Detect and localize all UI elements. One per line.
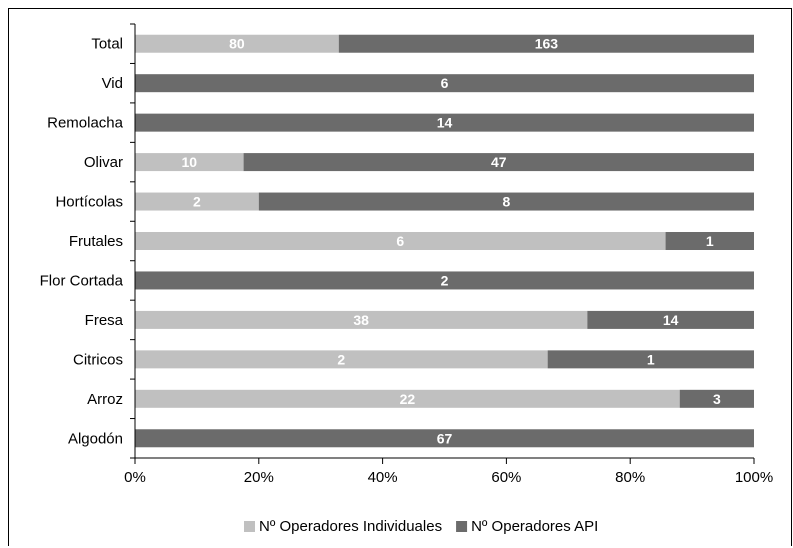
bar-segment [135, 34, 339, 53]
bar-segment [547, 350, 754, 369]
bar-segment [135, 192, 259, 211]
data-label: 22 [400, 391, 416, 407]
category-label: Citricos [73, 351, 123, 368]
bar-segment [135, 232, 666, 250]
legend-label: Nº Operadores API [471, 518, 598, 535]
bar-segment [135, 389, 680, 408]
bar-segment [665, 232, 754, 250]
legend-label: Nº Operadores Individuales [259, 518, 442, 535]
data-label: 10 [182, 154, 198, 170]
data-label: 2 [441, 272, 449, 288]
bar-segment [135, 153, 244, 172]
bar-segment [243, 153, 754, 172]
data-label: 8 [503, 194, 511, 210]
plot-area: 80 163 6 14 10 47 2 8 6 1 2 38 14 2 1 22 3 67 [135, 34, 754, 448]
data-label: 2 [193, 194, 201, 210]
category-label: Frutales [69, 233, 123, 250]
legend: Nº Operadores Individuales Nº Operadores … [244, 518, 598, 535]
bar-segment [135, 429, 754, 448]
data-label: 67 [437, 430, 453, 446]
x-axis: 0% 20% 40% 60% 80% 100% [124, 457, 773, 486]
category-label: Total [91, 36, 123, 53]
data-label: 2 [337, 351, 345, 367]
data-label: 6 [396, 233, 404, 249]
category-label: Vid [102, 75, 123, 92]
bar-segment [587, 310, 754, 329]
data-label: 3 [713, 391, 721, 407]
data-label: 1 [706, 233, 714, 249]
legend-swatch [456, 521, 468, 532]
data-label: 47 [491, 154, 507, 170]
data-label: 14 [437, 115, 453, 131]
bar-segment [135, 310, 588, 329]
data-label: 38 [353, 312, 369, 328]
x-tick-label: 20% [244, 469, 274, 486]
x-tick-label: 60% [491, 469, 521, 486]
category-label: Flor Cortada [40, 272, 124, 289]
category-label: Remolacha [47, 115, 124, 132]
legend-swatch [244, 521, 255, 532]
category-label: Arroz [87, 391, 123, 408]
data-label: 80 [229, 36, 245, 52]
bar-segment [679, 389, 754, 408]
bar-segment [135, 113, 754, 132]
bar-segment [135, 350, 548, 369]
x-tick-label: 40% [368, 469, 398, 486]
x-tick-label: 80% [615, 469, 645, 486]
data-label: 1 [647, 351, 655, 367]
data-label: 163 [535, 36, 559, 52]
data-label: 6 [441, 75, 449, 91]
category-label: Fresa [85, 312, 124, 329]
bar-segment [135, 74, 754, 93]
category-label: Olivar [84, 154, 123, 171]
data-label: 14 [663, 312, 679, 328]
bar-segment [258, 192, 754, 211]
y-axis: Total Vid Remolacha Olivar Hortícolas Frutale… [40, 23, 136, 459]
bar-segment [338, 34, 754, 53]
category-label: Hortícolas [55, 194, 123, 211]
category-label: Algodón [68, 430, 123, 447]
x-tick-label: 100% [735, 469, 773, 486]
bar-segment [135, 271, 754, 290]
x-tick-label: 0% [124, 469, 146, 486]
